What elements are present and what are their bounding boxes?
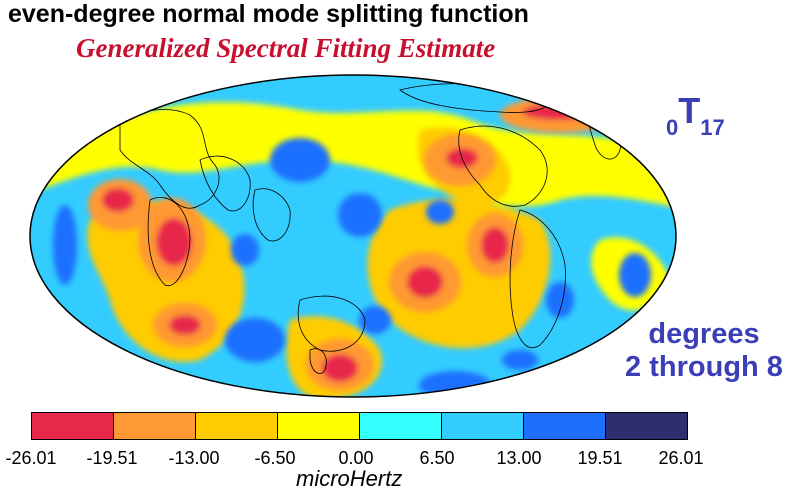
- colorbar-segment: [278, 413, 360, 439]
- colorbar-segment: [524, 413, 606, 439]
- colorbar-tick: 19.51: [577, 448, 623, 468]
- colorbar-segment: [114, 413, 196, 439]
- colorbar-segment: [196, 413, 278, 439]
- map-title: even-degree normal mode splitting functi…: [8, 0, 529, 28]
- degrees-label-line2: 2 through 8: [625, 351, 783, 383]
- colorbar-tick: -19.51: [86, 448, 138, 468]
- colorbar-segment: [442, 413, 524, 439]
- globe-outline: [29, 74, 677, 398]
- colorbar-ticks: -26.01 -19.51 -13.00 -6.50 0.00 6.50 13.…: [0, 448, 791, 470]
- mode-type: T: [678, 90, 701, 131]
- mode-degree: 17: [700, 115, 725, 140]
- colorbar: [31, 412, 688, 440]
- colorbar-unit: microHertz: [296, 466, 403, 491]
- splitting-field: [30, 75, 676, 397]
- colorbar-tick: 6.50: [419, 448, 455, 468]
- colorbar-tick: -26.01: [5, 448, 57, 468]
- colorbar-segment: [606, 413, 687, 439]
- colorbar-segment: [360, 413, 442, 439]
- degrees-label-line1: degrees: [648, 318, 760, 350]
- colorbar-tick: -6.50: [254, 448, 296, 468]
- mode-label: 0T17: [666, 90, 725, 140]
- colorbar-tick: 0.00: [338, 448, 374, 468]
- mode-overtone: 0: [666, 115, 679, 140]
- colorbar-segment: [32, 413, 114, 439]
- colorbar-tick: -13.00: [168, 448, 220, 468]
- colorbar-tick: 13.00: [496, 448, 542, 468]
- colorbar-tick: 26.01: [658, 448, 704, 468]
- map-subtitle: Generalized Spectral Fitting Estimate: [76, 33, 496, 63]
- coastlines: [119, 83, 622, 374]
- degrees-label: degrees 2 through 8: [620, 318, 788, 384]
